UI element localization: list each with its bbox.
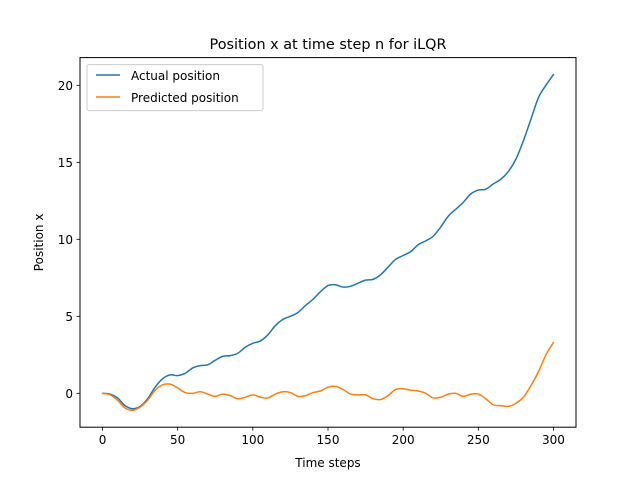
x-axis-ticks: 0 50 100 150 200 250 300 [99, 427, 565, 447]
series-layer [101, 73, 555, 412]
series-line-actual [101, 73, 555, 410]
legend-label-actual: Actual position [131, 69, 220, 83]
x-tick-label: 250 [467, 433, 490, 447]
y-axis-ticks: 0 5 10 15 20 [58, 79, 80, 401]
x-tick-label: 200 [392, 433, 415, 447]
y-tick-label: 15 [58, 156, 73, 170]
x-tick-label: 300 [542, 433, 565, 447]
y-axis-label: Position x [32, 214, 46, 272]
series-line-predicted [101, 341, 555, 412]
legend-box [86, 64, 264, 112]
legend: Actual position Predicted position [86, 64, 264, 112]
chart-title: Position x at time step n for iLQR [210, 37, 447, 53]
legend-label-predicted: Predicted position [131, 91, 239, 105]
y-tick-label: 0 [65, 387, 73, 401]
x-tick-label: 100 [241, 433, 264, 447]
y-tick-label: 5 [65, 310, 73, 324]
y-tick-label: 10 [58, 233, 73, 247]
x-tick-label: 50 [170, 433, 185, 447]
y-tick-label: 20 [58, 79, 73, 93]
x-tick-label: 0 [99, 433, 107, 447]
x-tick-label: 150 [317, 433, 340, 447]
x-axis-label: Time steps [294, 456, 360, 470]
